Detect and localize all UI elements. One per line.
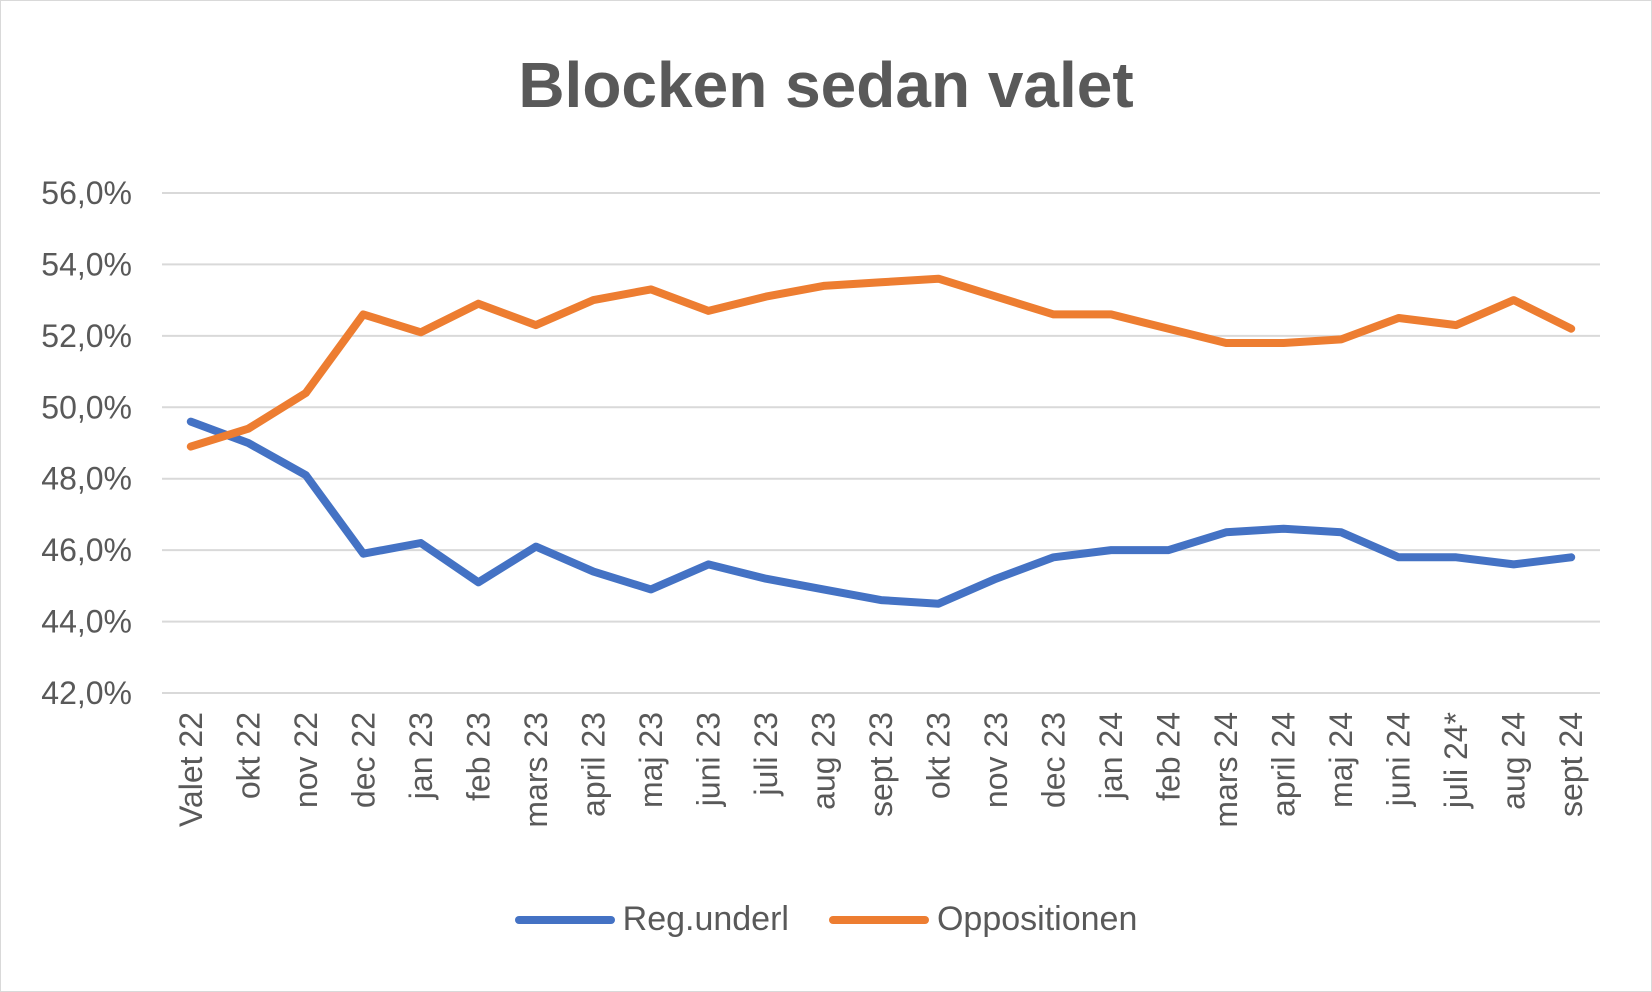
x-tick-label: jan 23 (403, 712, 439, 800)
x-tick-label: juni 24 (1381, 712, 1417, 807)
x-tick-label: maj 24 (1323, 712, 1359, 808)
series-line-oppositionen (186, 274, 1576, 451)
series-line-reg-underl (186, 417, 1576, 608)
x-tick-label: mars 24 (1208, 712, 1244, 828)
y-tick-label: 50,0% (41, 389, 132, 425)
legend-label-reg-underl: Reg.underl (622, 900, 789, 938)
x-tick-label: feb 24 (1151, 712, 1187, 801)
y-tick-label: 56,0% (41, 175, 132, 211)
legend: Reg.underl Oppositionen (0, 900, 1652, 939)
x-tick-label: dec 22 (345, 712, 381, 808)
x-tick-label: feb 23 (460, 712, 496, 801)
y-tick-label: 44,0% (41, 604, 132, 640)
x-tick-label: sept 23 (863, 712, 899, 817)
y-tick-label: 54,0% (41, 246, 132, 282)
chart-title: Blocken sedan valet (518, 49, 1134, 121)
y-tick-label: 52,0% (41, 318, 132, 354)
x-tick-label: aug 24 (1496, 712, 1532, 810)
legend-label-oppositionen: Oppositionen (936, 900, 1138, 938)
x-tick-label: okt 23 (921, 712, 957, 799)
x-tick-label: juli 23 (748, 712, 784, 797)
x-tick-label: okt 22 (230, 712, 266, 799)
x-tick-label: jan 24 (1093, 712, 1129, 800)
x-tick-label: nov 23 (978, 712, 1014, 808)
y-tick-label: 42,0% (41, 675, 132, 711)
y-tick-label: 48,0% (41, 461, 132, 497)
legend-item-reg-underl: Reg.underl (514, 900, 789, 939)
x-tick-label: aug 23 (805, 712, 841, 810)
legend-swatch-oppositionen (828, 915, 929, 924)
x-tick-label: mars 23 (518, 712, 554, 828)
y-tick-label: 46,0% (41, 532, 132, 568)
x-tick-label: sept 24 (1553, 712, 1589, 817)
x-tick-label: juni 23 (690, 712, 726, 807)
legend-item-oppositionen: Oppositionen (828, 900, 1138, 939)
x-tick-label: dec 23 (1036, 712, 1072, 808)
x-tick-label: april 23 (575, 712, 611, 817)
x-tick-label: april 24 (1266, 712, 1302, 817)
x-tick-label: juli 24* (1438, 712, 1474, 809)
x-tick-label: Valet 22 (173, 712, 209, 827)
legend-swatch-reg-underl (514, 915, 615, 924)
x-tick-label: nov 22 (288, 712, 324, 808)
x-tick-label: maj 23 (633, 712, 669, 808)
